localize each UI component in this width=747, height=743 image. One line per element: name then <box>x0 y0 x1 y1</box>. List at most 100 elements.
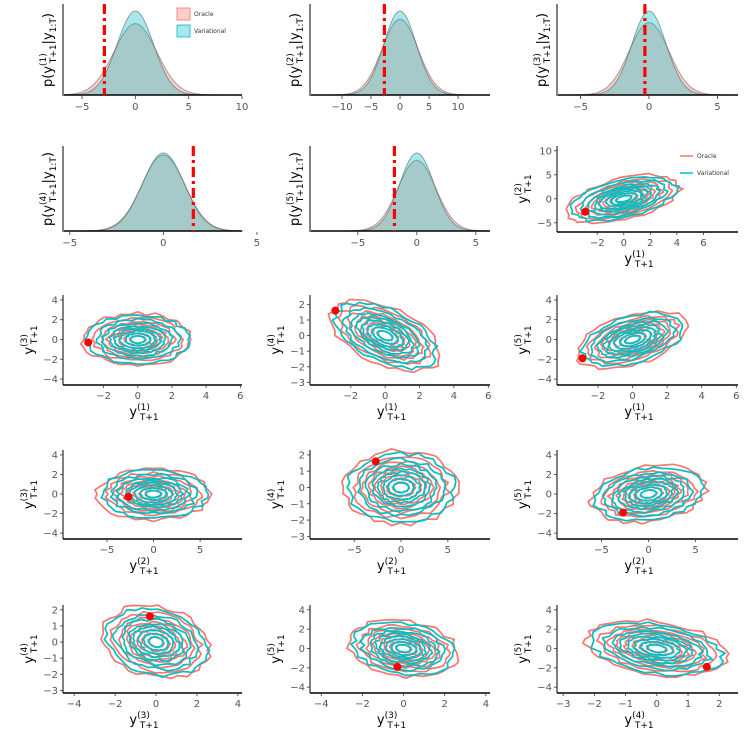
variational-contour-level <box>611 474 685 514</box>
variational-contour-level <box>118 329 157 350</box>
x-tick-label: 5 <box>197 545 203 556</box>
svg-text:p(y(5)T+1|y1:T): p(y(5)T+1|y1:T) <box>286 152 306 226</box>
variational-contour <box>590 621 727 677</box>
variational-contour-level <box>624 481 675 507</box>
legend-variational-label: Variational <box>697 170 729 177</box>
variational-contour-level <box>590 621 727 677</box>
variational-contour-level <box>382 474 422 501</box>
variational-contour-level <box>618 632 694 665</box>
svg-text:y(4)T+1: y(4)T+1 <box>624 711 653 731</box>
variational-contour-level <box>360 319 410 351</box>
variational-contour <box>346 451 457 523</box>
variational-contour-level <box>609 192 638 206</box>
observed-point <box>124 492 133 501</box>
variational-contour-level <box>113 328 163 352</box>
observed-point <box>581 207 590 216</box>
density-3-panel: −5 0 5 p(y(3)T+1|y1:T) <box>533 4 738 113</box>
variational-density <box>66 152 243 232</box>
variational-contour-level <box>374 632 434 665</box>
variational-contour-level <box>350 621 456 677</box>
svg-text:p(y(3)T+1|y1:T): p(y(3)T+1|y1:T) <box>533 13 553 87</box>
contour-2-1-panel: −2 0 2 4 6 −5 0 5 10 y(1) T+1 y(2)T+1 Oracle Variatio… <box>514 146 738 270</box>
x-tick-label: −5 <box>347 545 362 556</box>
x-axis-label: y(2) T+1 <box>624 557 653 577</box>
variational-contour-level <box>371 467 432 508</box>
x-tick-label: 2 <box>647 238 653 249</box>
y-tick-label: −2 <box>290 362 305 373</box>
y-tick-label: −1 <box>290 499 305 510</box>
variational-contour-level <box>617 477 680 511</box>
x-tick-label: −2 <box>355 699 370 710</box>
variational-contour-level <box>366 323 405 348</box>
variational-density <box>65 10 242 96</box>
y-tick-label: −5 <box>537 218 552 229</box>
variational-contour-level <box>632 638 681 659</box>
y-tick-label: −2 <box>537 509 552 520</box>
legend-variational-label: Variational <box>194 28 226 35</box>
svg-text:y(3)T+1: y(3)T+1 <box>129 711 158 731</box>
svg-text:y(3)T+1: y(3)T+1 <box>20 480 40 509</box>
svg-text:y(2)T+1: y(2)T+1 <box>624 557 653 577</box>
variational-contour-level <box>602 323 663 356</box>
x-tick-label: 5 <box>426 102 432 113</box>
variational-contour-level <box>147 636 165 649</box>
oracle-contour-level <box>593 318 672 361</box>
oracle-contour-level <box>627 482 671 505</box>
x-tick-label: 4 <box>235 699 241 710</box>
variational-contour-level <box>84 314 192 366</box>
x-tick-label: 0 <box>654 699 660 710</box>
y-tick-label: −2 <box>43 509 58 520</box>
x-tick-label: 0 <box>132 102 138 113</box>
y-tick-label: 4 <box>299 605 305 616</box>
variational-contour-level <box>142 632 170 652</box>
y-axis-label: p(y(3)T+1|y1:T) <box>533 13 553 87</box>
x-tick-label: 0 <box>153 699 159 710</box>
x-tick-label: 2 <box>716 699 722 710</box>
variational-contour <box>592 466 706 522</box>
contour-5-4-panel: −3 −2 −1 0 1 2 −4 −2 0 2 4 y(4) T+1 y(5)T+1 <box>514 605 738 731</box>
x-tick-label: 0 <box>160 238 166 249</box>
legend-oracle-label: Oracle <box>194 11 214 18</box>
x-tick-label: −5 <box>75 102 90 113</box>
y-tick-label: 2 <box>52 315 58 326</box>
oracle-contour-level <box>631 637 683 660</box>
variational-contour-level <box>601 471 695 518</box>
y-axis-label: y(4)T+1 <box>267 325 287 354</box>
oracle-contour-level <box>596 624 718 673</box>
y-tick-label: 4 <box>52 295 58 306</box>
variational-contour-level <box>125 332 152 347</box>
variational-contour-level <box>346 451 457 523</box>
contour-3-1-panel: −2 0 2 4 6 −4 −2 0 2 4 y(1) T+1 y(3)T+1 <box>20 295 243 423</box>
svg-text:y(5)T+1: y(5)T+1 <box>514 480 534 509</box>
oracle-contour-level <box>118 616 196 669</box>
variational-contour-level <box>364 462 438 513</box>
variational-contour <box>579 310 684 367</box>
variational-contour-level <box>595 320 670 359</box>
y-tick-label: 0 <box>52 638 58 649</box>
variational-contour-level <box>376 470 426 504</box>
variational-contour-level <box>115 476 192 512</box>
x-tick-label: 4 <box>483 699 489 710</box>
variational-contour-level <box>133 484 174 504</box>
observed-point <box>619 508 628 517</box>
y-tick-label: 0 <box>299 331 305 342</box>
variational-contour-level <box>341 307 430 364</box>
x-axis-label: y(1) T+1 <box>624 403 653 423</box>
variational-contour-level <box>392 482 410 494</box>
variational-contour-level <box>646 643 668 654</box>
legend-oracle-swatch <box>176 7 191 21</box>
x-tick-label: 4 <box>674 238 680 249</box>
variational-contour-level <box>129 335 147 345</box>
oracle-contour-level <box>576 310 690 371</box>
variational-contour-level <box>100 468 210 519</box>
variational-contour-level <box>628 483 668 505</box>
observed-point <box>393 662 402 671</box>
x-tick-label: 5 <box>254 238 260 249</box>
y-tick-label: −4 <box>537 683 552 694</box>
y-tick-label: −4 <box>43 529 58 540</box>
x-tick-label: 5 <box>714 102 720 113</box>
observed-point <box>578 354 587 363</box>
observed-point <box>331 306 340 315</box>
variational-contour-level <box>369 629 441 668</box>
variational-contour-level <box>395 643 413 654</box>
